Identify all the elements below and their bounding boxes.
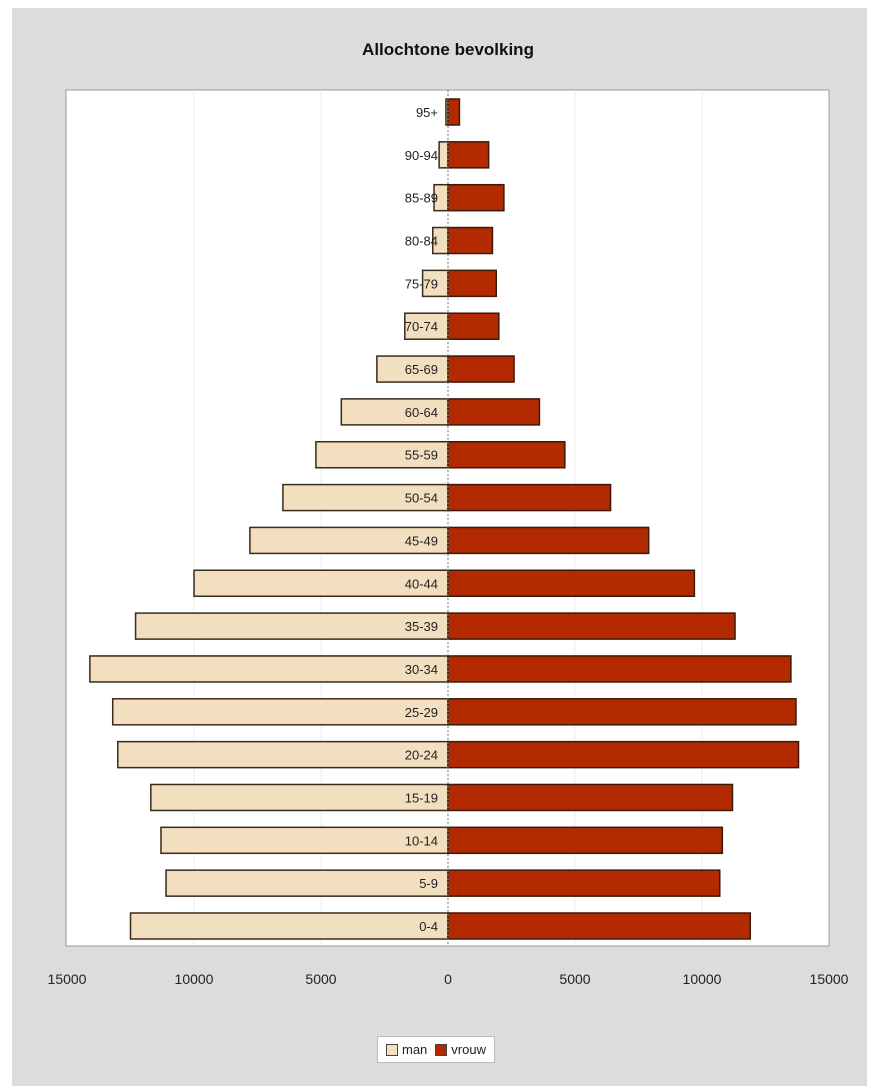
- category-label-10-14: 10-14: [405, 833, 438, 848]
- category-label-95+: 95+: [416, 105, 438, 120]
- category-label-70-74: 70-74: [405, 319, 438, 334]
- bar-man-25-29: [111, 698, 449, 726]
- bar-vrouw-5-9: [447, 869, 721, 897]
- bar-man-30-34: [89, 655, 449, 683]
- category-label-45-49: 45-49: [405, 533, 438, 548]
- category-label-40-44: 40-44: [405, 576, 438, 591]
- bar-man-70-74: [404, 312, 449, 340]
- bar-vrouw-80-84: [447, 226, 494, 255]
- bar-vrouw-85-89: [447, 183, 505, 212]
- category-label-85-89: 85-89: [405, 191, 438, 206]
- bar-vrouw-15-19: [447, 783, 734, 812]
- category-label-35-39: 35-39: [405, 619, 438, 634]
- x-tick-label: 15000: [810, 971, 849, 987]
- bar-vrouw-70-74: [447, 312, 500, 340]
- bar-vrouw-95+: [447, 98, 461, 126]
- bar-man-0-4: [129, 912, 449, 940]
- legend: man vrouw: [377, 1036, 495, 1063]
- bar-man-65-69: [376, 355, 449, 383]
- category-label-30-34: 30-34: [405, 662, 438, 677]
- bar-man-60-64: [340, 398, 449, 426]
- category-label-75-79: 75-79: [405, 276, 438, 291]
- bar-vrouw-25-29: [447, 698, 797, 726]
- x-tick-label: 5000: [559, 971, 590, 987]
- category-label-90-94: 90-94: [405, 148, 438, 163]
- bar-vrouw-20-24: [447, 740, 800, 769]
- bar-vrouw-35-39: [447, 612, 736, 640]
- bar-man-35-39: [134, 612, 449, 640]
- category-label-20-24: 20-24: [405, 748, 438, 763]
- category-label-25-29: 25-29: [405, 705, 438, 720]
- bar-man-90-94: [438, 141, 449, 169]
- category-label-50-54: 50-54: [405, 491, 438, 506]
- bar-vrouw-40-44: [447, 569, 696, 598]
- x-tick-label: 10000: [175, 971, 214, 987]
- bar-vrouw-10-14: [447, 826, 724, 855]
- category-label-65-69: 65-69: [405, 362, 438, 377]
- bar-vrouw-30-34: [447, 655, 792, 683]
- category-label-80-84: 80-84: [405, 234, 438, 249]
- bar-vrouw-50-54: [447, 483, 612, 512]
- bar-vrouw-60-64: [447, 398, 541, 426]
- bar-vrouw-45-49: [447, 526, 650, 555]
- bar-man-20-24: [117, 740, 449, 769]
- legend-swatch-vrouw: [435, 1043, 448, 1056]
- category-label-15-19: 15-19: [405, 790, 438, 805]
- bar-vrouw-90-94: [447, 141, 490, 169]
- x-tick-label: 10000: [683, 971, 722, 987]
- bar-man-5-9: [165, 869, 449, 897]
- legend-label-man: man: [402, 1042, 428, 1057]
- category-label-0-4: 0-4: [419, 919, 438, 934]
- category-label-55-59: 55-59: [405, 448, 438, 463]
- x-tick-label: 0: [444, 971, 452, 987]
- bar-man-15-19: [150, 783, 449, 812]
- bar-vrouw-55-59: [447, 440, 566, 469]
- x-tick-label: 5000: [305, 971, 336, 987]
- legend-swatch-man: [386, 1043, 398, 1056]
- category-label-60-64: 60-64: [405, 405, 438, 420]
- bar-vrouw-65-69: [447, 355, 515, 383]
- chart-title: Allochtone bevolking: [362, 40, 534, 59]
- category-label-5-9: 5-9: [419, 876, 438, 891]
- legend-label-vrouw: vrouw: [451, 1042, 486, 1057]
- bar-vrouw-75-79: [447, 269, 498, 298]
- x-tick-label: 15000: [48, 971, 87, 987]
- bar-vrouw-0-4: [447, 912, 752, 940]
